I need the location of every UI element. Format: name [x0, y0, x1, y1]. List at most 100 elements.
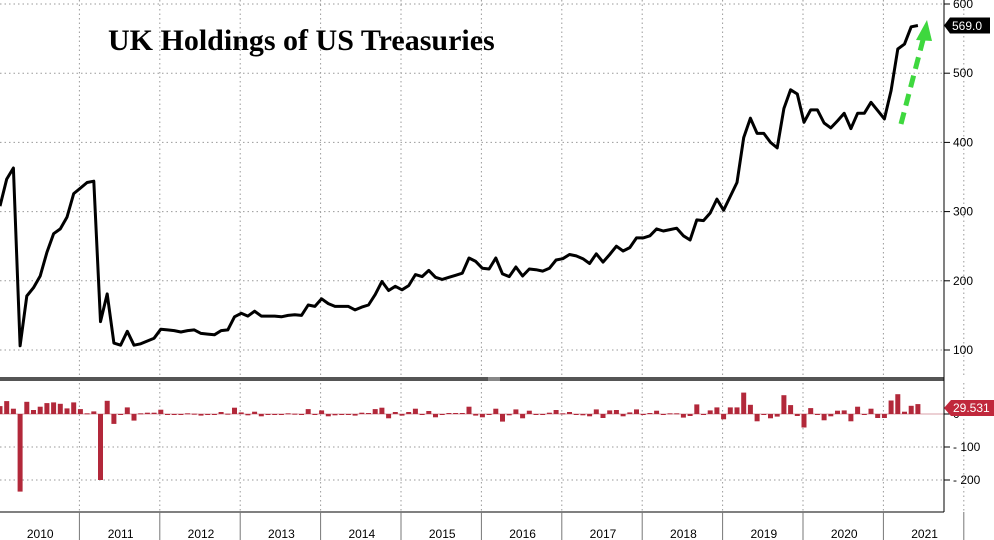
- change-bar: [118, 414, 124, 415]
- change-bar: [727, 407, 733, 414]
- change-bar: [888, 400, 894, 414]
- change-bar: [372, 409, 378, 414]
- change-bar: [426, 411, 432, 414]
- change-bar: [828, 414, 834, 417]
- change-bar: [473, 414, 479, 416]
- change-bar: [459, 413, 465, 414]
- change-bar: [31, 410, 36, 414]
- last-value-tag-lower-bg: [944, 400, 994, 416]
- change-bar: [821, 414, 827, 421]
- change-bar: [352, 414, 358, 416]
- change-bar: [701, 414, 706, 415]
- change-bar: [84, 413, 90, 415]
- change-bar: [747, 404, 753, 414]
- change-bar: [433, 414, 438, 418]
- x-tick-label: 2012: [188, 527, 215, 540]
- change-bar: [754, 414, 760, 422]
- change-bar: [412, 408, 418, 414]
- change-bar: [513, 409, 519, 414]
- change-bar: [71, 402, 77, 414]
- change-bar: [801, 414, 807, 428]
- change-bar: [131, 414, 137, 421]
- y-tick-label: - 100: [953, 440, 981, 454]
- y-tick-label: - 200: [953, 473, 981, 487]
- change-bar: [359, 412, 365, 414]
- change-bar: [299, 414, 304, 415]
- change-bar: [325, 414, 331, 417]
- trend-arrow: [898, 20, 932, 125]
- change-bar: [305, 409, 311, 414]
- change-bar: [613, 410, 619, 414]
- change-bar: [218, 412, 224, 414]
- change-bar: [4, 401, 10, 414]
- change-bar: [660, 414, 666, 415]
- x-tick-label: 2010: [27, 527, 54, 540]
- change-bar: [506, 414, 512, 416]
- change-bar: [64, 408, 70, 414]
- change-bar: [178, 414, 184, 415]
- last-value-tag-upper-bg: [944, 17, 990, 34]
- change-bar: [104, 400, 110, 414]
- change-bar: [694, 404, 700, 414]
- x-tick-label: 2016: [509, 527, 536, 540]
- change-bar: [721, 414, 727, 420]
- change-bar: [540, 414, 546, 415]
- x-tick-label: 2017: [590, 527, 617, 540]
- x-tick-label: 2020: [831, 527, 858, 540]
- change-bar: [647, 413, 653, 414]
- change-bar: [225, 413, 231, 415]
- change-bar: [238, 412, 244, 414]
- change-bar: [51, 402, 57, 414]
- change-bar: [520, 414, 526, 419]
- x-tick-label: 2014: [348, 527, 375, 540]
- change-bar: [124, 407, 130, 414]
- change-bar: [292, 413, 298, 415]
- change-bar: [895, 394, 901, 414]
- change-bar: [734, 407, 740, 414]
- change-bar: [258, 414, 264, 417]
- change-bar: [144, 412, 150, 414]
- change-bar: [386, 414, 392, 419]
- change-bar: [835, 410, 840, 414]
- last-value-tag-upper: 569.0: [944, 17, 990, 34]
- y-tick-label: 600: [953, 0, 973, 11]
- change-bar: [446, 413, 452, 414]
- change-bar: [680, 414, 686, 418]
- change-bar: [567, 412, 572, 414]
- change-bar: [634, 409, 639, 414]
- change-bar: [546, 412, 552, 414]
- change-bar: [171, 414, 177, 415]
- change-bar: [808, 408, 814, 414]
- change-bar: [339, 414, 345, 415]
- change-bar: [205, 414, 211, 415]
- change-bar: [580, 414, 586, 416]
- change-bar: [868, 408, 874, 414]
- change-bar: [406, 412, 412, 414]
- change-bar: [902, 411, 907, 414]
- change-bar: [908, 405, 914, 415]
- change-bar: [560, 413, 566, 415]
- y-tick-label: 300: [953, 205, 973, 219]
- change-bar: [768, 414, 773, 419]
- change-bar: [366, 413, 371, 414]
- change-bar: [158, 409, 164, 414]
- change-bar: [10, 408, 16, 414]
- y-tick-label: 200: [953, 274, 973, 288]
- change-bar: [500, 414, 505, 422]
- change-bar: [627, 412, 633, 414]
- change-bar: [37, 406, 43, 414]
- change-bar: [620, 414, 626, 417]
- change-bar: [526, 410, 532, 414]
- change-bar: [788, 405, 794, 414]
- change-bar: [312, 414, 318, 415]
- change-bar: [44, 403, 50, 414]
- lower-y-tick-labels: 0- 100- 200: [944, 407, 981, 487]
- change-bar: [587, 414, 593, 417]
- change-bar: [855, 406, 861, 414]
- chart-title: UK Holdings of US Treasuries: [108, 24, 495, 57]
- change-bar: [0, 406, 3, 414]
- change-bar: [915, 404, 921, 414]
- change-bar: [640, 414, 646, 415]
- change-bar: [814, 414, 820, 415]
